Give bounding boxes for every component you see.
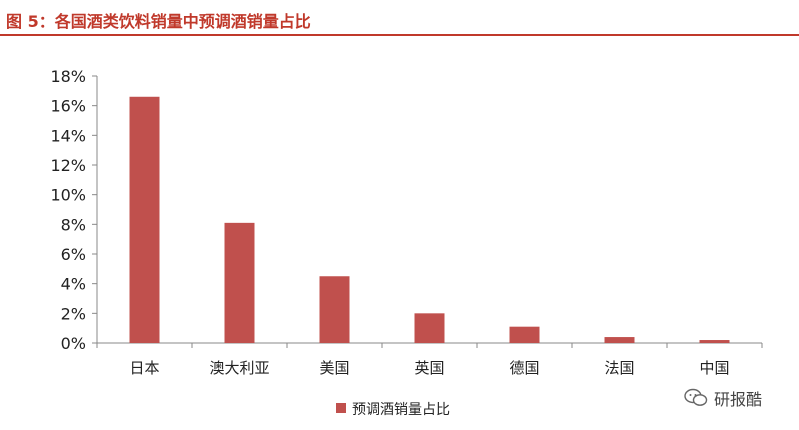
- y-tick-label: 4%: [61, 275, 86, 294]
- y-tick-label: 0%: [61, 334, 86, 353]
- bar-4: [414, 313, 445, 343]
- legend-label: 预调酒销量占比: [352, 402, 450, 418]
- y-tick-label: 6%: [61, 245, 86, 264]
- title-rule: [0, 34, 799, 36]
- y-tick-label: 12%: [50, 156, 86, 175]
- y-tick-label: 16%: [50, 97, 86, 116]
- x-category-label: 美国: [319, 359, 349, 377]
- y-tick-label: 18%: [50, 67, 86, 86]
- bar-6: [604, 337, 635, 343]
- wechat-icon: [684, 388, 708, 406]
- x-category-label: 德国: [509, 359, 539, 377]
- x-category-label: 法国: [604, 359, 634, 377]
- y-tick-label: 10%: [50, 186, 86, 205]
- bar-3: [319, 276, 350, 343]
- watermark: 研报酷: [684, 386, 762, 410]
- figure-title: 图 5：各国酒类饮料销量中预调酒销量占比: [6, 12, 311, 31]
- y-tick-label: 8%: [61, 215, 86, 234]
- x-category-label: 中国: [699, 359, 729, 377]
- y-tick-label: 14%: [50, 126, 86, 145]
- x-category-label: 英国: [414, 359, 444, 377]
- bar-5: [509, 326, 540, 343]
- bar-2: [224, 222, 255, 343]
- x-category-label: 日本: [129, 359, 159, 377]
- x-category-label: 澳大利亚: [209, 359, 269, 377]
- watermark-text: 研报酷: [714, 390, 763, 409]
- bar-7: [699, 340, 730, 343]
- y-tick-label: 2%: [61, 304, 86, 323]
- legend-swatch: [336, 403, 346, 413]
- bar-1: [129, 96, 160, 344]
